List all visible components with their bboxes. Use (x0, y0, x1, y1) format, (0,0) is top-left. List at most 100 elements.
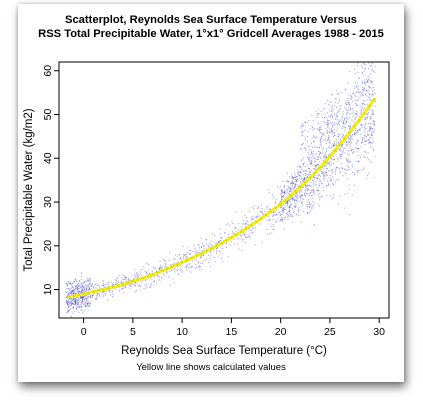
data-point (272, 215, 274, 217)
data-point (314, 157, 316, 159)
data-point (70, 304, 73, 306)
data-point (275, 214, 278, 216)
data-point (288, 208, 291, 210)
data-point (350, 145, 352, 147)
data-point (256, 215, 258, 217)
data-point (362, 62, 364, 65)
data-point (368, 99, 370, 101)
data-point (313, 141, 315, 143)
data-point (209, 246, 211, 248)
data-point (231, 220, 233, 223)
data-point (250, 217, 252, 219)
data-point (99, 294, 101, 297)
data-point (316, 147, 318, 149)
data-point (81, 276, 83, 278)
data-point (187, 246, 189, 248)
data-point (76, 292, 78, 294)
data-point (102, 291, 104, 293)
calculated-line-dot (264, 214, 267, 217)
data-point (310, 156, 312, 159)
calculated-line-dot (126, 281, 130, 284)
data-point (78, 291, 80, 294)
data-point (303, 193, 306, 195)
data-point (361, 93, 363, 95)
data-point (365, 116, 367, 118)
data-point (328, 135, 330, 137)
data-point (328, 169, 330, 171)
data-point (253, 217, 255, 219)
data-point (163, 260, 166, 262)
data-point (366, 116, 368, 118)
data-point (359, 106, 361, 108)
data-point (201, 249, 204, 252)
data-point (83, 310, 85, 312)
calculated-line-dot (343, 137, 346, 140)
data-point (356, 170, 359, 172)
data-point (67, 300, 70, 302)
data-point (108, 290, 110, 292)
data-point (344, 119, 346, 121)
data-point (282, 209, 284, 211)
data-point (319, 127, 321, 129)
data-point (324, 165, 326, 167)
data-point (69, 302, 72, 304)
data-point (294, 185, 297, 187)
data-point (354, 94, 356, 96)
data-point (83, 296, 85, 299)
data-point (122, 279, 124, 281)
data-point (293, 182, 295, 184)
data-point (69, 289, 71, 292)
data-point (125, 287, 127, 289)
data-point (291, 176, 294, 178)
data-point (248, 235, 250, 237)
data-point (200, 255, 203, 257)
data-point (308, 167, 310, 169)
data-point (322, 134, 324, 136)
data-point (318, 173, 320, 175)
data-point (368, 140, 370, 142)
data-point (356, 143, 358, 145)
data-point (324, 139, 327, 141)
data-point (367, 133, 369, 135)
data-point (331, 122, 333, 124)
data-point (357, 172, 359, 174)
data-point (302, 123, 304, 125)
data-point (342, 126, 344, 128)
data-point (89, 279, 91, 281)
data-point (122, 286, 124, 288)
data-point (120, 280, 122, 282)
data-point (186, 264, 188, 266)
data-point (111, 290, 113, 292)
data-point (301, 177, 303, 179)
data-point (203, 244, 205, 246)
data-point (354, 117, 356, 119)
data-point (260, 211, 263, 213)
data-point (327, 126, 329, 128)
data-point (297, 210, 299, 212)
data-point (71, 299, 73, 301)
data-point (332, 125, 334, 127)
data-point (355, 86, 358, 88)
data-point (242, 239, 244, 241)
data-point (134, 269, 136, 271)
data-point (320, 137, 322, 139)
data-point (249, 229, 251, 231)
data-point (367, 152, 369, 154)
data-point (80, 291, 83, 293)
data-point (177, 268, 179, 271)
data-point (169, 284, 171, 286)
data-point (335, 97, 337, 99)
data-point (217, 247, 219, 249)
data-point (358, 92, 361, 94)
data-point (372, 70, 375, 72)
data-point (314, 154, 316, 156)
data-point (348, 188, 350, 190)
data-point (366, 89, 368, 91)
data-point (83, 281, 85, 283)
data-point (73, 301, 75, 303)
data-point (202, 260, 204, 262)
data-point (371, 27, 372, 28)
data-point (327, 132, 329, 134)
x-tick-label: 20 (275, 326, 287, 338)
